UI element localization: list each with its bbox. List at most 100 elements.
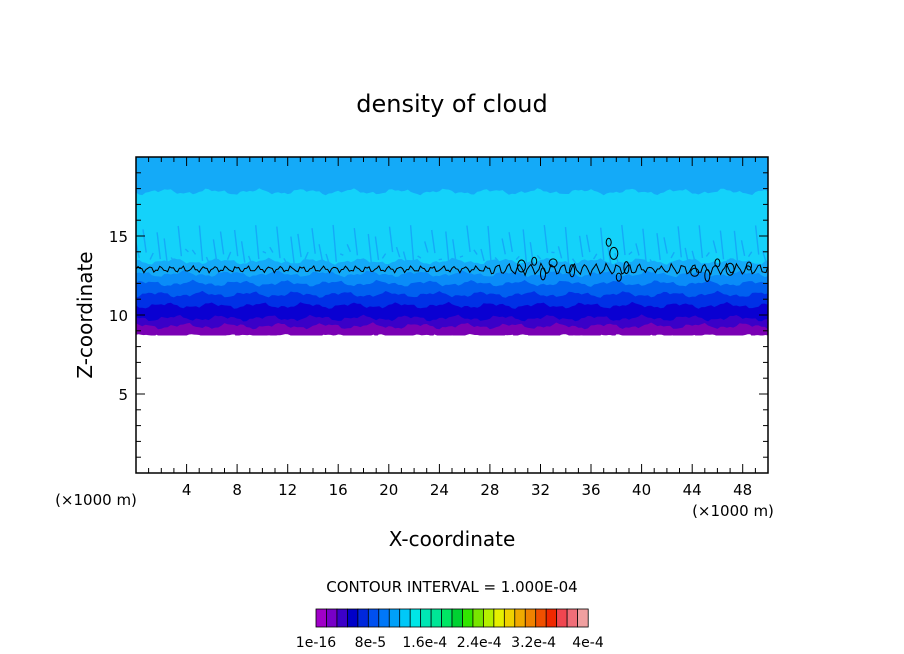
texture-streak	[262, 250, 267, 254]
texture-streak	[522, 229, 528, 263]
texture-streak	[325, 253, 330, 265]
contour-blob	[725, 262, 735, 276]
texture-streak	[494, 257, 499, 262]
colorbar-swatch	[409, 608, 422, 628]
texture-streak	[332, 224, 337, 262]
texture-streak	[719, 230, 725, 260]
texture-streak	[515, 255, 520, 261]
colorbar	[315, 608, 589, 628]
contour-blob	[704, 269, 711, 282]
texture-streak	[177, 225, 183, 257]
contour-blob	[531, 256, 538, 266]
x-tick-label: 28	[480, 481, 499, 499]
texture-streak	[156, 232, 161, 260]
texture-streak	[339, 253, 344, 256]
colorbar-swatch	[357, 608, 369, 628]
texture-streak	[543, 225, 549, 253]
x-tick-label: 16	[329, 481, 348, 499]
texture-streak	[642, 228, 647, 263]
y-axis-label: Z-coordinate	[73, 251, 97, 378]
colorbar-swatch	[535, 608, 547, 628]
contour-blob	[746, 261, 752, 271]
texture-streak	[353, 228, 359, 256]
texture-streak	[670, 251, 675, 259]
colorbar-swatch	[577, 608, 589, 628]
x-tick-label: 20	[379, 481, 398, 499]
x-tick-label: 36	[581, 481, 600, 499]
colorbar-swatch	[378, 608, 390, 628]
colorbar-label: 2.4e-4	[457, 635, 502, 651]
colorbar-swatch	[315, 608, 328, 628]
texture-streak	[417, 255, 422, 259]
colorbar-swatch	[566, 608, 579, 628]
x-tick-label: 48	[733, 481, 752, 499]
texture-streak	[318, 244, 323, 261]
contour-interval-label: CONTOUR INTERVAL = 1.000E-04	[326, 578, 577, 596]
texture-streak	[226, 251, 232, 260]
texture-streak	[191, 249, 197, 255]
colorbar-swatch	[399, 608, 411, 628]
texture-streak	[304, 251, 309, 260]
texture-streak	[536, 254, 542, 260]
texture-streak	[501, 238, 506, 255]
texture-streak	[219, 231, 225, 255]
texture-streak	[656, 233, 661, 260]
texture-streak	[346, 244, 352, 253]
colorbar-swatch	[493, 608, 505, 628]
texture-streak	[381, 253, 387, 259]
colorbar-swatch	[545, 608, 558, 628]
texture-streak	[649, 259, 654, 265]
texture-streak	[233, 229, 239, 257]
colorbar-label: 8e-5	[355, 635, 386, 651]
contour-blob	[605, 237, 612, 247]
texture-streak	[480, 248, 485, 262]
density-band	[136, 157, 768, 196]
texture-streak	[740, 240, 746, 257]
colorbar-swatch	[430, 608, 443, 628]
texture-streak	[395, 246, 401, 258]
contour-blob	[615, 272, 622, 282]
x-tick-label: 8	[232, 481, 242, 499]
texture-streak	[635, 243, 640, 256]
y-tick-label: 15	[109, 228, 128, 246]
texture-streak	[438, 258, 443, 261]
colorbar-labels: 1e-16 8e-5 1.6e-4 2.4e-4 3.2e-4 4e-4	[296, 635, 604, 651]
density-bands	[136, 157, 768, 336]
cloud-base-edge	[136, 334, 768, 473]
colorbar-swatch	[388, 608, 401, 628]
colorbar-swatch	[441, 608, 453, 628]
contour-blob	[609, 246, 619, 260]
contour-blob	[569, 264, 576, 278]
texture-streak	[473, 249, 478, 255]
texture-streak	[585, 234, 591, 253]
texture-streak	[466, 225, 471, 252]
x-tick-label: 40	[632, 481, 651, 499]
texture-streak	[431, 229, 436, 254]
colorbar-swatch	[524, 608, 537, 628]
texture-streak	[684, 247, 689, 264]
texture-streak	[487, 225, 492, 265]
texture-streak	[409, 225, 415, 264]
texture-streak	[424, 241, 429, 253]
texture-streak	[691, 250, 697, 264]
texture-streak	[269, 246, 274, 253]
contour-blobs	[517, 237, 752, 282]
colorbar-swatch	[482, 608, 495, 628]
texture-streak	[754, 225, 760, 255]
colorbar-swatch	[326, 608, 338, 628]
colorbar-label: 3.2e-4	[511, 635, 556, 651]
texture-streak	[212, 239, 218, 262]
texture-streak	[529, 242, 535, 265]
texture-streak	[367, 233, 373, 265]
texture-streak	[198, 225, 204, 262]
texture-streak	[142, 229, 147, 253]
colorbar-swatch	[451, 608, 464, 628]
texture-streak	[247, 255, 253, 265]
texture-streak	[747, 251, 753, 257]
texture-streak	[705, 251, 710, 257]
colorbar-swatch	[367, 608, 380, 628]
colorbar-swatch	[420, 608, 432, 628]
colorbar-swatch	[556, 608, 568, 628]
contour-blob	[540, 267, 546, 281]
texture-streak	[388, 226, 394, 253]
